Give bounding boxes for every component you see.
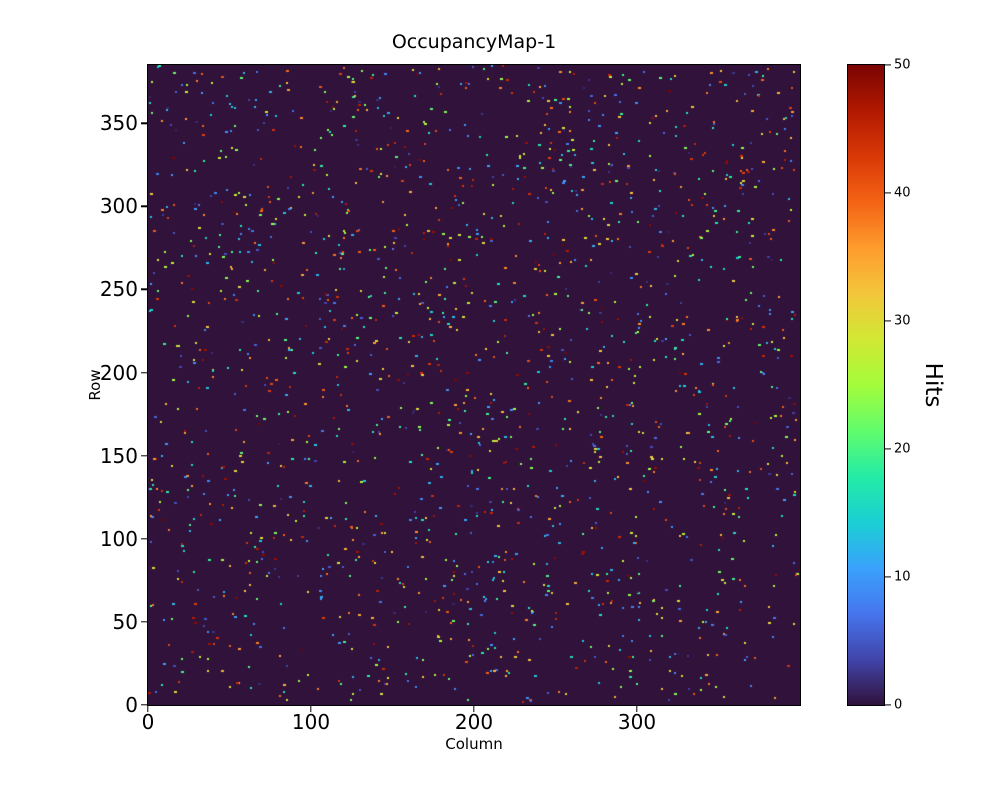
y-tick-mark (141, 205, 148, 207)
colorbar-tick-mark (885, 704, 891, 706)
x-axis-label: Column (445, 735, 503, 753)
colorbar-tick-mark (885, 64, 891, 66)
x-tick-label: 100 (291, 710, 331, 734)
colorbar-tick-mark (885, 320, 891, 322)
colorbar-tick-mark (885, 192, 891, 194)
colorbar-tick-mark (885, 576, 891, 578)
colorbar-tick-mark (885, 448, 891, 450)
heatmap-canvas (148, 65, 800, 705)
x-tick-label: 300 (617, 710, 657, 734)
x-tick-mark (147, 705, 149, 712)
y-tick-mark (141, 454, 148, 457)
heatmap-plot-area (147, 64, 801, 706)
y-tick-mark (141, 371, 148, 374)
y-tick-mark (141, 621, 148, 623)
y-tick-label: 100 (99, 526, 138, 551)
colorbar-tick-label: 30 (894, 313, 911, 329)
y-tick-label: 300 (99, 194, 138, 219)
colorbar-tick-label: 20 (894, 441, 911, 457)
colorbar-tick-label: 0 (894, 697, 903, 713)
colorbar-tick-label: 40 (894, 185, 911, 201)
y-tick-label: 200 (99, 360, 138, 385)
y-tick-label: 250 (99, 277, 138, 302)
x-tick-label: 200 (454, 710, 494, 734)
y-tick-label: 150 (99, 443, 138, 468)
y-axis-label: Row (86, 369, 104, 401)
x-tick-label: 0 (141, 710, 155, 734)
y-tick-mark (141, 288, 148, 291)
y-tick-label: 0 (125, 693, 138, 717)
x-tick-mark (636, 705, 638, 712)
y-tick-mark (141, 704, 148, 706)
plot-title: OccupancyMap-1 (391, 31, 557, 53)
x-tick-mark (473, 705, 475, 712)
colorbar-label: Hits (920, 362, 946, 408)
y-tick-label: 50 (112, 609, 138, 634)
y-tick-mark (141, 538, 148, 540)
y-tick-label: 350 (99, 111, 138, 136)
x-tick-mark (310, 705, 312, 712)
colorbar (847, 64, 885, 706)
y-tick-mark (141, 122, 148, 124)
colorbar-tick-label: 10 (894, 569, 911, 585)
colorbar-tick-label: 50 (894, 57, 911, 73)
